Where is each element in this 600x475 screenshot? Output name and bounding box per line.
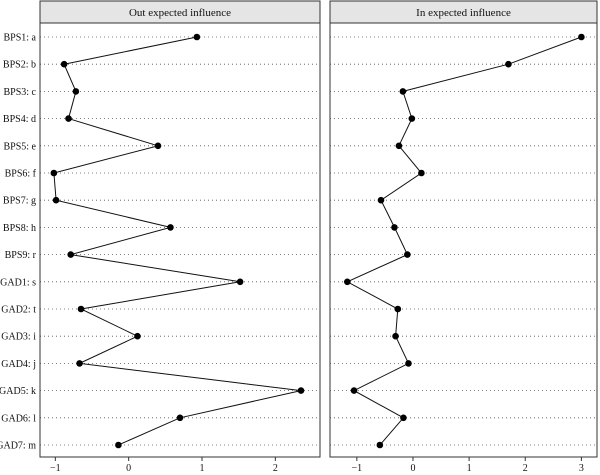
data-point (65, 115, 72, 122)
data-point (77, 305, 85, 313)
series-line (53, 36, 302, 446)
data-point (400, 414, 407, 422)
y-tick-label: BPS8: h (3, 223, 36, 234)
data-point (391, 224, 398, 231)
data-point (578, 33, 585, 41)
data-point (350, 387, 358, 394)
data-point (394, 305, 402, 313)
y-tick-label: GAD1: s (0, 277, 36, 288)
series-line (346, 36, 582, 446)
data-point (343, 278, 351, 286)
x-tick-label: 1 (200, 463, 205, 474)
data-point (505, 60, 512, 68)
data-point (52, 196, 60, 204)
data-point (154, 142, 162, 150)
x-tick-label: −1 (50, 463, 61, 474)
data-point (297, 387, 305, 394)
y-tick-label: GAD7: m (0, 441, 36, 452)
y-tick-label: BPS4: d (3, 114, 36, 125)
data-point (395, 142, 403, 150)
y-tick-label: GAD6: l (1, 413, 36, 424)
y-tick-label: BPS9: r (5, 250, 37, 261)
data-point (167, 224, 174, 231)
panel-in-title: In expected influence (416, 7, 511, 19)
data-point (72, 88, 80, 95)
data-point (76, 360, 83, 367)
panel-out-frame (39, 22, 321, 458)
x-tick-label: 2 (273, 463, 278, 474)
data-point (115, 441, 122, 449)
data-point (67, 251, 75, 258)
data-point (193, 33, 201, 41)
data-point (399, 88, 407, 95)
x-tick-label: 2 (523, 463, 528, 474)
y-tick-label: GAD5: k (0, 386, 36, 397)
panel-out-title: Out expected influence (129, 7, 231, 19)
data-point (50, 169, 58, 177)
data-point (377, 196, 385, 204)
data-point (392, 332, 399, 340)
data-point (404, 251, 411, 258)
y-tick-label: GAD2: t (1, 305, 36, 316)
panel-in: In expected influence −1 0 1 2 3 (329, 0, 598, 474)
data-point (134, 332, 141, 340)
x-tick-label: 0 (410, 463, 415, 474)
y-tick-label: BPS2: b (3, 60, 36, 71)
y-axis-labels: BPS1: a BPS2: b BPS3: c BPS4: d BPS5: e BPS6:… (0, 33, 37, 452)
x-tick-label: 0 (126, 463, 131, 474)
y-tick-label: BPS6: f (5, 169, 37, 180)
x-tick-label: 3 (579, 463, 584, 474)
x-tick-label: 1 (467, 463, 472, 474)
x-tick-label: −1 (352, 463, 363, 474)
data-point (176, 414, 184, 422)
panel-in-frame (329, 22, 598, 458)
data-point (236, 278, 244, 286)
data-point (418, 169, 425, 177)
y-tick-label: BPS3: c (3, 87, 36, 98)
y-tick-label: GAD4: j (1, 359, 36, 370)
data-point (376, 441, 384, 449)
panel-in-x-axis: −1 0 1 2 3 (352, 457, 584, 474)
y-tick-label: BPS5: e (3, 141, 36, 152)
y-tick-label: GAD3: i (1, 332, 36, 343)
y-tick-label: BPS1: a (3, 33, 36, 44)
data-point (60, 60, 68, 68)
data-point (408, 115, 416, 122)
panel-out-x-axis: −1 0 1 2 (50, 457, 278, 474)
data-point (405, 360, 412, 367)
y-tick-label: BPS7: g (3, 196, 36, 207)
panel-out: Out expected influence −1 0 1 2 (39, 0, 321, 474)
